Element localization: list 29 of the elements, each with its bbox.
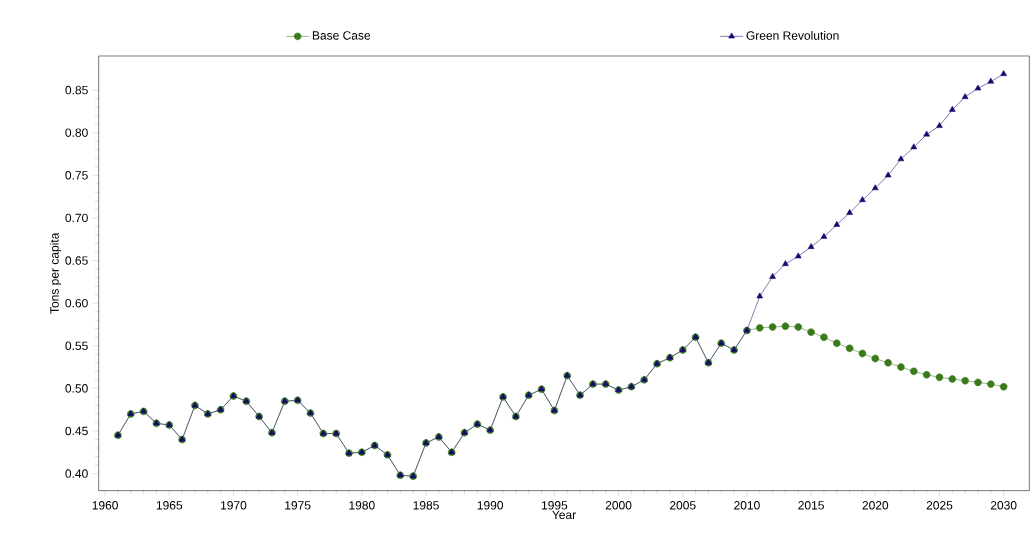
y-tick-label: 0.70 — [65, 213, 88, 223]
y-tick-label: 0.65 — [65, 256, 88, 265]
legend-label: Base Case — [312, 31, 371, 40]
x-tick-label: 1985 — [413, 501, 439, 510]
x-tick-label: 1990 — [477, 501, 504, 510]
x-tick-label: 2015 — [798, 501, 824, 510]
x-tick-label: 2020 — [862, 501, 889, 510]
x-tick-label: 2000 — [605, 501, 632, 510]
x-tick-label: 2030 — [990, 501, 1017, 510]
y-tick-label: 0.50 — [65, 384, 88, 393]
y-tick-label: 0.55 — [65, 341, 88, 351]
y-tick-label: 0.80 — [65, 128, 88, 137]
x-tick-label: 2005 — [670, 501, 696, 510]
x-axis-title: Year — [552, 510, 576, 520]
y-axis-title: Tons per capita — [49, 232, 62, 314]
x-tick-label: 1980 — [349, 501, 375, 510]
y-tick-label: 0.40 — [65, 469, 88, 478]
x-tick-label: 2025 — [926, 501, 953, 510]
x-tick-label: 1970 — [221, 501, 247, 510]
y-tick-label: 0.45 — [65, 426, 88, 436]
x-tick-label: 1975 — [285, 501, 311, 510]
y-tick-label: 0.75 — [65, 171, 88, 180]
x-tick-label: 1960 — [92, 501, 118, 510]
x-tick-label: 1995 — [541, 501, 568, 510]
legend-label: Green Revolution — [746, 31, 839, 40]
x-tick-label: 1965 — [156, 501, 183, 510]
x-tick-label: 2010 — [734, 501, 760, 510]
y-tick-label: 0.85 — [65, 85, 88, 95]
y-tick-label: 0.60 — [65, 298, 88, 308]
